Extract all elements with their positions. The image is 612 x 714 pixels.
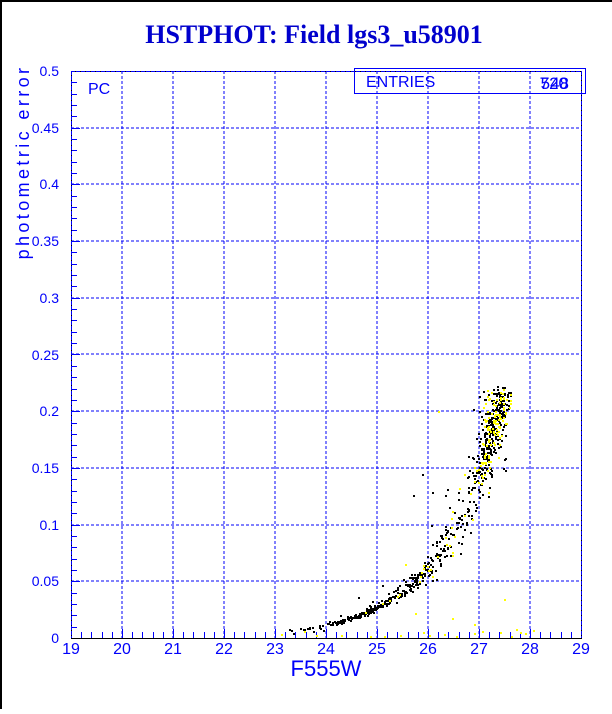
svg-text:0.45: 0.45	[32, 120, 59, 136]
svg-text:0.05: 0.05	[32, 573, 59, 589]
svg-text:27: 27	[470, 641, 488, 658]
svg-text:19: 19	[62, 641, 80, 658]
svg-text:0.15: 0.15	[32, 460, 59, 476]
svg-text:0.3: 0.3	[40, 290, 60, 306]
svg-text:24: 24	[317, 641, 335, 658]
svg-text:0.1: 0.1	[40, 517, 60, 533]
svg-text:0.4: 0.4	[40, 176, 60, 192]
svg-text:PC: PC	[88, 81, 110, 98]
svg-text:21: 21	[164, 641, 182, 658]
svg-text:0.35: 0.35	[32, 233, 59, 249]
svg-text:0.5: 0.5	[40, 63, 60, 79]
svg-text:0: 0	[51, 630, 59, 646]
svg-text:photometric error: photometric error	[13, 65, 33, 260]
svg-text:720: 720	[540, 74, 568, 93]
svg-text:F555W: F555W	[291, 656, 362, 681]
svg-text:0.25: 0.25	[32, 347, 59, 363]
svg-text:29: 29	[572, 641, 590, 658]
svg-text:28: 28	[521, 641, 539, 658]
svg-text:HSTPHOT: Field lgs3_u58901: HSTPHOT: Field lgs3_u58901	[145, 20, 483, 49]
svg-text:26: 26	[419, 641, 437, 658]
svg-text:0.2: 0.2	[40, 403, 60, 419]
svg-text:548: 548	[541, 74, 569, 93]
svg-text:25: 25	[368, 641, 386, 658]
svg-text:22: 22	[215, 641, 233, 658]
svg-text:23: 23	[266, 641, 284, 658]
svg-text:ENTRIES: ENTRIES	[366, 74, 435, 91]
svg-text:20: 20	[113, 641, 131, 658]
